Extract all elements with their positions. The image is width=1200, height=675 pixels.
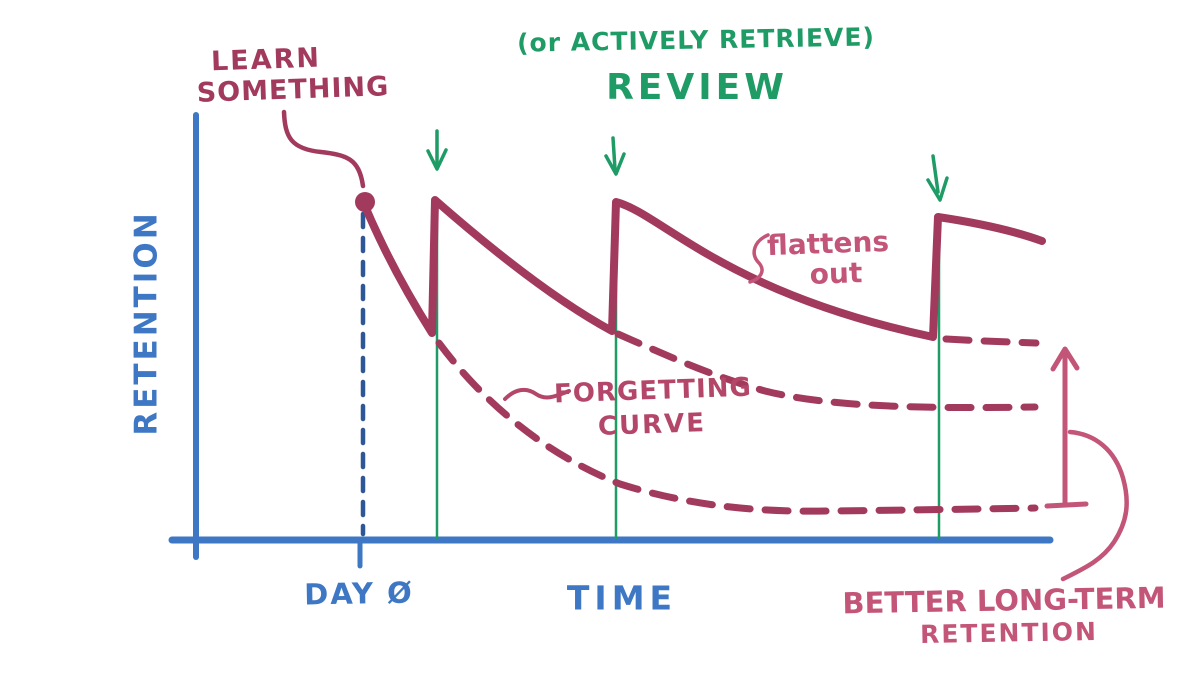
improvement-arrow-head <box>1050 346 1080 372</box>
forgetting-curve-dashed-2 <box>614 330 1039 412</box>
learn-something-label-line1: LEARN <box>210 42 322 78</box>
better-retention-brace <box>1060 429 1129 582</box>
better-retention-label-line1: BETTER LONG-TERM <box>842 580 1166 621</box>
y-axis-label: RETENTION <box>128 210 165 436</box>
forgetting-pointer <box>503 387 571 401</box>
review-subtitle: (or ACTIVELY RETRIEVE) <box>516 22 876 58</box>
day-zero-label: DAY Ø <box>303 575 415 612</box>
flattens-out-label-line1: flattens <box>766 224 890 263</box>
retention-curve <box>361 196 1046 341</box>
forgetting-curve-label-line2: CURVE <box>597 408 707 442</box>
review-arrow-2-icon <box>604 136 626 176</box>
better-retention-label-line2: RETENTION <box>919 616 1099 650</box>
forgetting-curves-dashed <box>435 330 1040 515</box>
x-axis-label: TIME <box>566 578 678 618</box>
forgetting-curve-dashed-1 <box>435 339 1039 515</box>
flattens-out-label-line2: out <box>809 256 863 291</box>
review-arrow-3-icon <box>926 154 949 202</box>
forgetting-curve-dashed-3 <box>942 335 1040 347</box>
learning-point-dot <box>355 192 375 212</box>
axes <box>168 112 1054 569</box>
improvement-arrow-icon <box>1044 346 1089 509</box>
review-arrow-1-icon <box>426 129 448 171</box>
forgetting-curve-label-line1: FORGETTING <box>553 372 753 410</box>
flattens-pointer <box>748 233 770 284</box>
learn-something-label-line2: SOMETHING <box>196 71 390 109</box>
review-title: REVIEW <box>606 67 788 108</box>
learn-connector-line <box>281 109 366 189</box>
review-arrows <box>426 129 949 202</box>
improvement-arrow-base-tick <box>1044 501 1089 509</box>
